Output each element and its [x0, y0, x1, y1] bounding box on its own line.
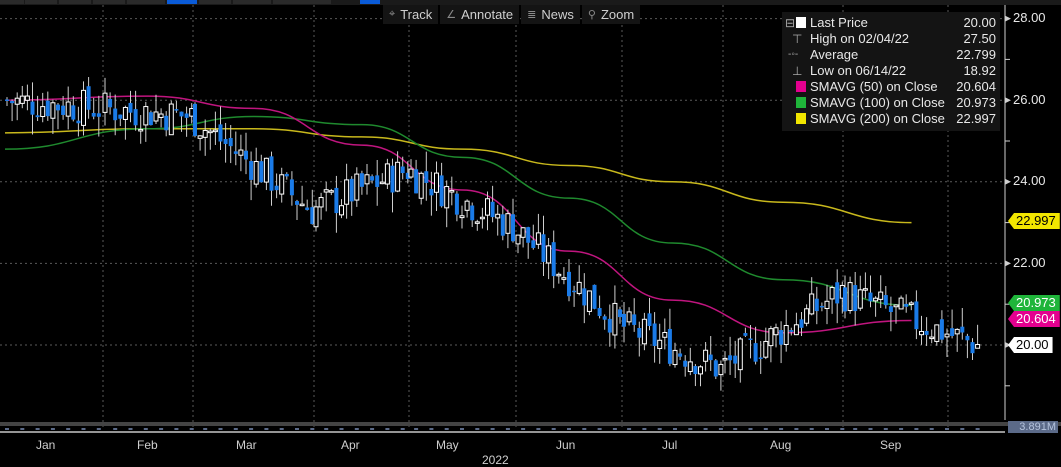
legend-value: 20.00 [963, 15, 996, 30]
annotate-button[interactable]: ∠ Annotate [440, 5, 520, 24]
volume-tag: 3.891M [1008, 421, 1058, 433]
high-marker-icon: ⊤ [792, 32, 803, 46]
legend-value: 20.973 [956, 95, 996, 110]
sma200-swatch [796, 113, 806, 124]
chart-legend: ⊟ Last Price 20.00 ⊤ High on 02/04/22 27… [782, 12, 1000, 131]
legend-label: Average [810, 47, 859, 62]
legend-label: High on 02/04/22 [810, 31, 910, 46]
legend-row-low: ⊥ Low on 06/14/22 18.92 [782, 63, 1000, 79]
legend-row-sma100[interactable]: SMAVG (100) on Close 20.973 [782, 95, 1000, 111]
sma50-swatch [796, 81, 806, 92]
legend-label: SMAVG (200) on Close [810, 111, 945, 126]
legend-row-last-price[interactable]: ⊟ Last Price 20.00 [782, 15, 1000, 31]
legend-label: SMAVG (50) on Close [810, 79, 938, 94]
x-tick-month: Jun [556, 438, 576, 452]
last-price-tag: 20.00 [1008, 337, 1053, 353]
legend-value: 22.997 [956, 111, 996, 126]
x-tick-month: Feb [137, 438, 158, 452]
news-label: News [541, 7, 574, 22]
legend-label: Last Price [810, 15, 868, 30]
x-tick-month: Sep [880, 438, 902, 452]
crosshair-icon: ⌖ [389, 8, 396, 20]
magnifier-icon: ⚲ [587, 9, 596, 21]
x-tick-month: Jan [36, 438, 56, 452]
tab-segment[interactable] [233, 0, 271, 4]
legend-row-average: -◦- Average 22.799 [782, 47, 1000, 63]
x-tick-month: May [436, 438, 459, 452]
x-tick-month: Apr [341, 438, 360, 452]
annotate-label: Annotate [461, 7, 514, 22]
legend-row-sma50[interactable]: SMAVG (50) on Close 20.604 [782, 79, 1000, 95]
tab-segment[interactable] [93, 0, 125, 4]
x-tick-month: Jul [662, 438, 678, 452]
news-button[interactable]: ≣ News [521, 5, 580, 24]
tab-segment[interactable] [25, 0, 57, 4]
last-price-swatch [796, 17, 806, 28]
sma50-price-tag: 20.604 [1008, 311, 1060, 327]
tab-segment[interactable] [0, 0, 24, 4]
news-icon: ≣ [527, 9, 537, 21]
x-tick-month: Mar [236, 438, 257, 452]
legend-row-high: ⊤ High on 02/04/22 27.50 [782, 31, 1000, 47]
tab-segment-active[interactable] [167, 0, 197, 4]
zoom-button[interactable]: ⚲ Zoom [581, 5, 641, 24]
legend-value: 27.50 [963, 31, 996, 46]
y-tick-label: 26.00 [1013, 92, 1046, 107]
sma200-price-tag: 22.997 [1008, 213, 1060, 229]
sma100-swatch [796, 97, 806, 108]
collapse-icon[interactable]: ⊟ [785, 16, 796, 30]
zoom-label: Zoom [600, 7, 635, 22]
sma100-price-tag: 20.973 [1008, 295, 1060, 311]
legend-label: Low on 06/14/22 [810, 63, 907, 78]
track-label: Track [400, 7, 433, 22]
low-marker-icon: ⊥ [792, 64, 803, 78]
legend-row-sma200[interactable]: SMAVG (200) on Close 22.997 [782, 111, 1000, 127]
pencil-icon: ∠ [446, 9, 457, 21]
chart-toolbar: ⌖ Track ∠ Annotate ≣ News ⚲ Zoom [383, 5, 641, 25]
tab-segment[interactable] [273, 0, 331, 4]
tab-segment[interactable] [199, 0, 231, 4]
legend-value: 18.92 [963, 63, 996, 78]
y-tick-label: 22.00 [1013, 255, 1046, 270]
legend-label: SMAVG (100) on Close [810, 95, 945, 110]
x-axis-year: 2022 [482, 453, 509, 467]
average-marker-icon: -◦- [788, 49, 799, 60]
top-strip [0, 0, 1061, 5]
track-button[interactable]: ⌖ Track [383, 5, 439, 24]
y-tick-label: 28.00 [1013, 10, 1046, 25]
x-tick-month: Aug [770, 438, 792, 452]
tab-segment[interactable] [127, 0, 165, 4]
tab-segment[interactable] [59, 0, 91, 4]
y-tick-label: 24.00 [1013, 173, 1046, 188]
legend-value: 22.799 [956, 47, 996, 62]
legend-value: 20.604 [956, 79, 996, 94]
tab-segment-active[interactable] [360, 0, 380, 4]
